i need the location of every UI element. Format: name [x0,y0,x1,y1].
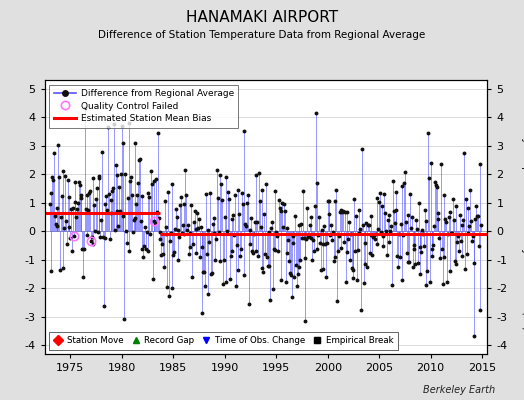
Y-axis label: Monthly Temperature Anomaly Difference (°C): Monthly Temperature Anomaly Difference (… [521,104,524,330]
Text: HANAMAKI AIRPORT: HANAMAKI AIRPORT [186,10,338,25]
Text: Difference of Station Temperature Data from Regional Average: Difference of Station Temperature Data f… [99,30,425,40]
Text: Berkeley Earth: Berkeley Earth [423,385,495,395]
Legend: Station Move, Record Gap, Time of Obs. Change, Empirical Break: Station Move, Record Gap, Time of Obs. C… [49,332,398,350]
